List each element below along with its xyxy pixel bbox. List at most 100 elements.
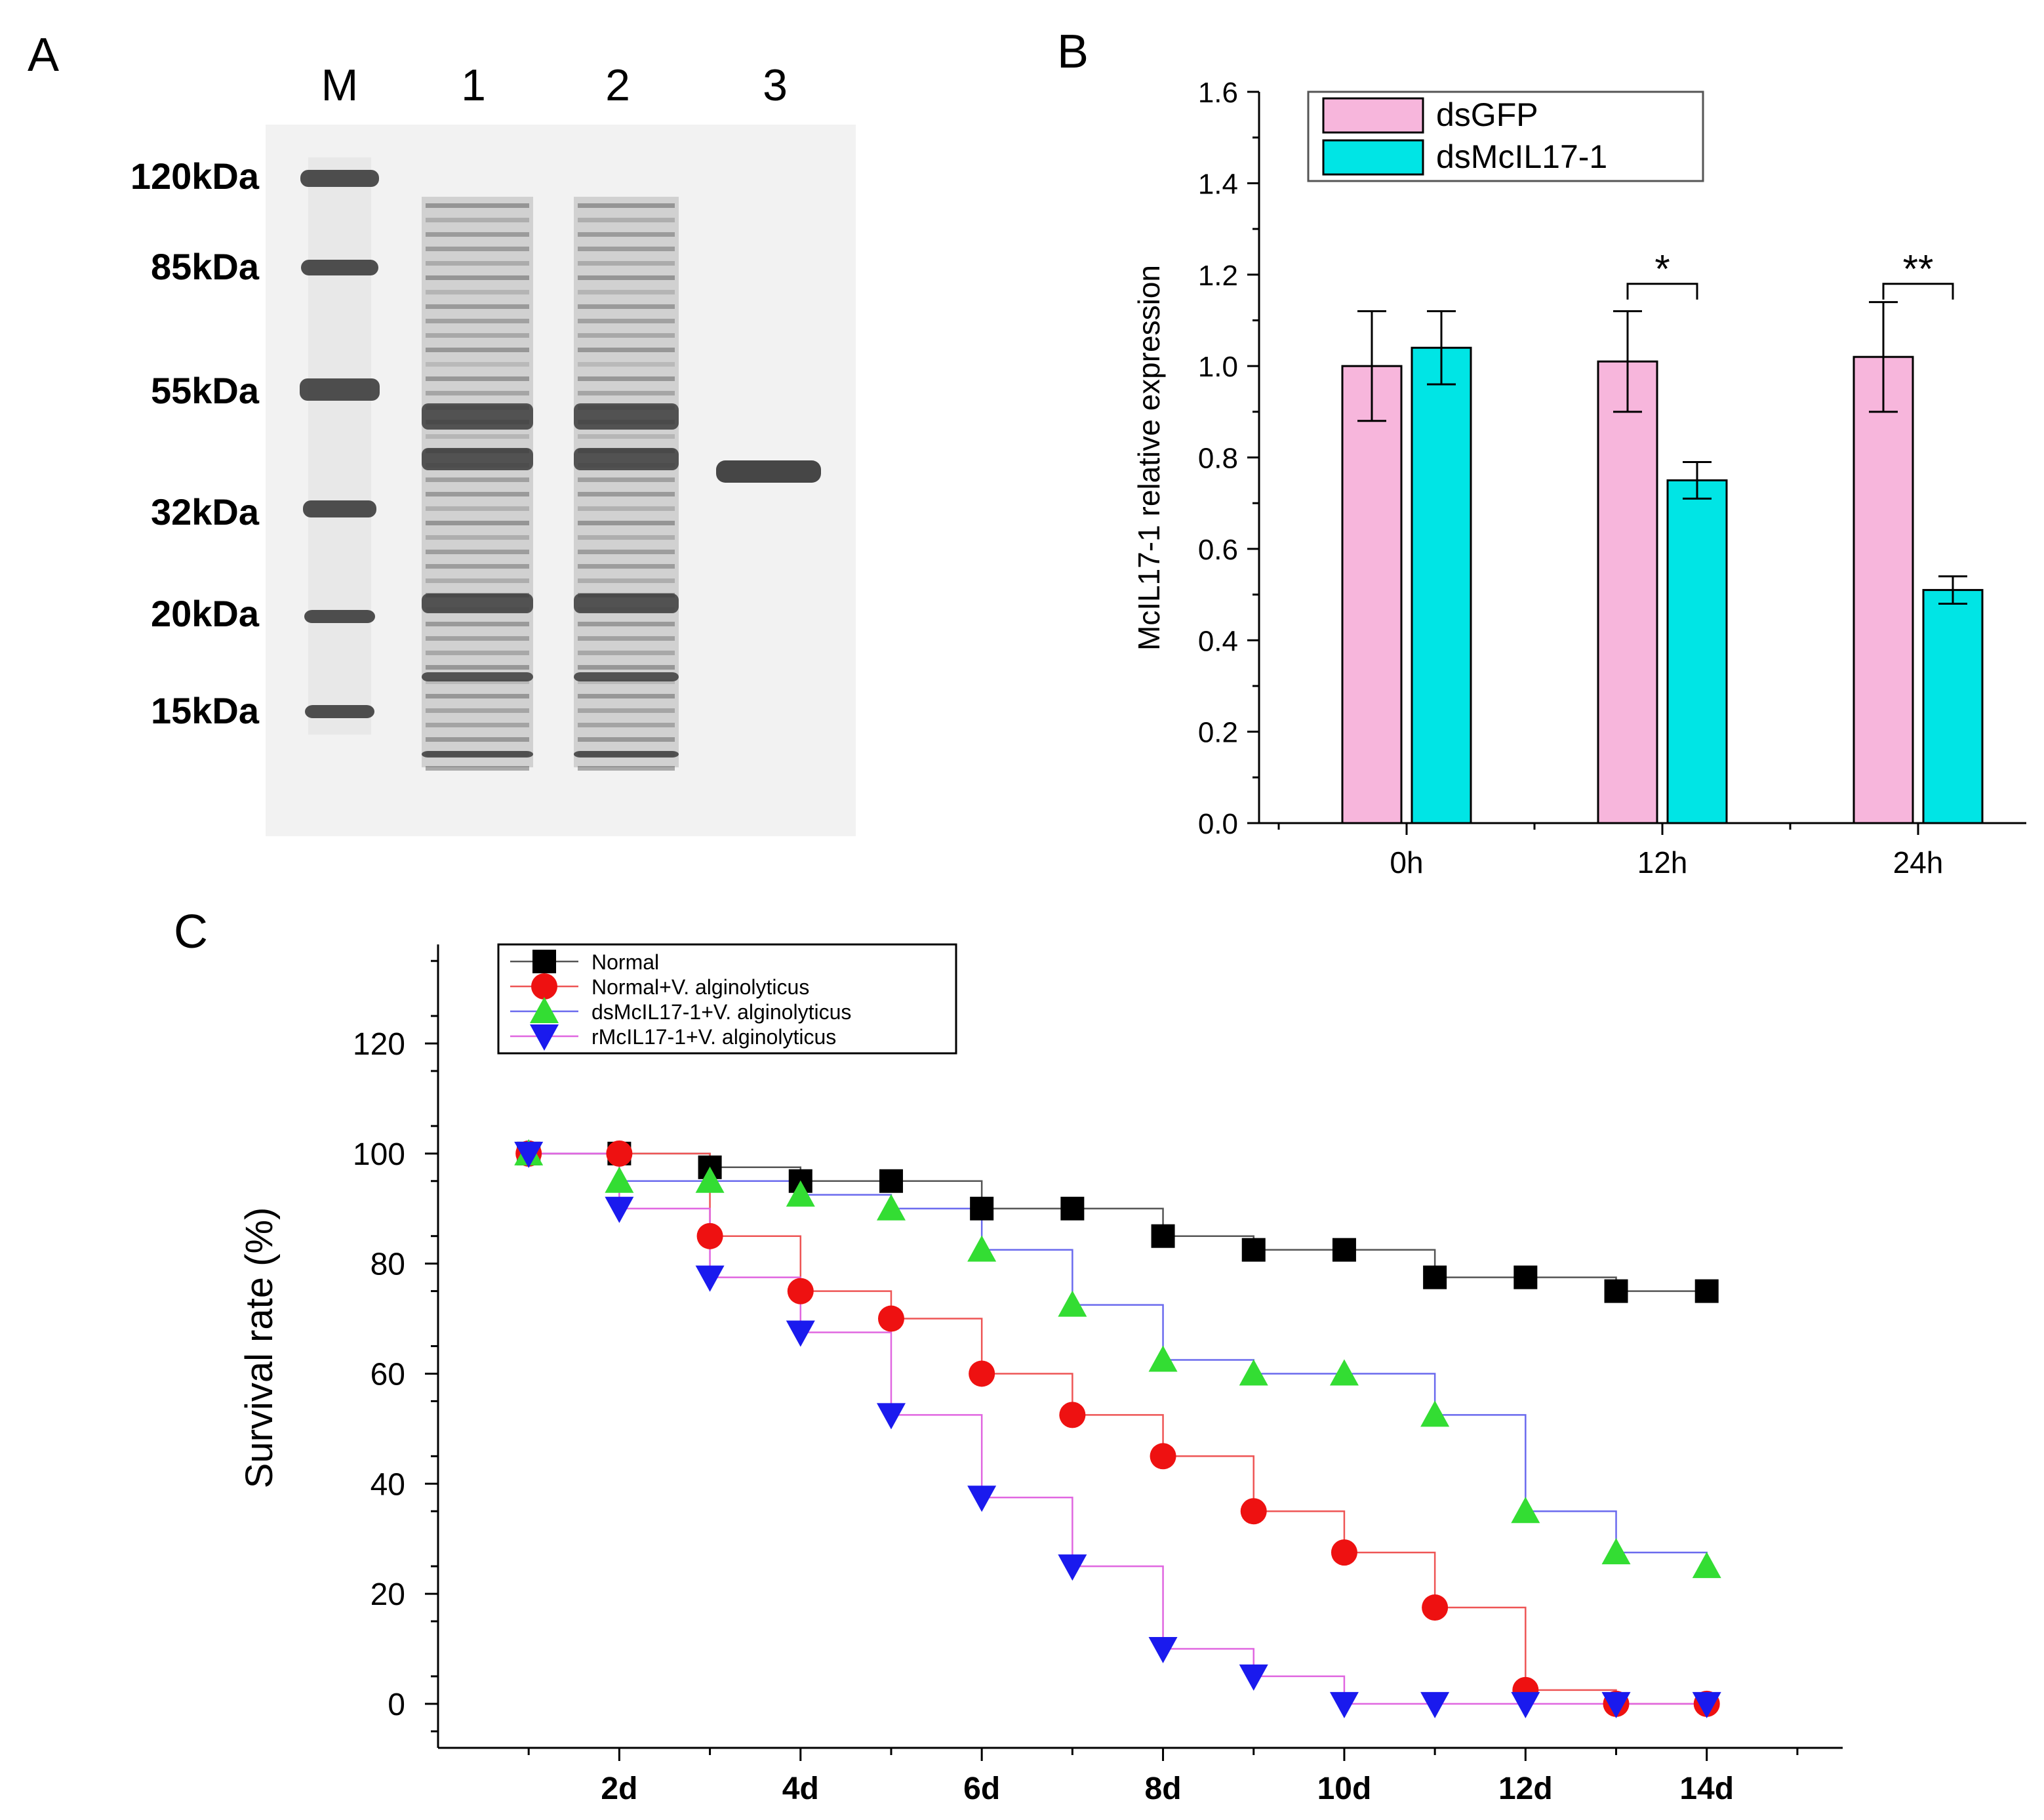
panel-c-x-tick-label: 8d [1145,1771,1182,1806]
panel-b-y-tick-label: 1.0 [1198,351,1238,383]
lane-major-band [574,672,679,681]
legend-swatch [1322,139,1424,176]
lane-protein-band [426,564,529,569]
lane-protein-band [578,348,675,352]
significance-bracket [1626,283,1698,300]
data-point-circle [1240,1498,1267,1525]
lane-protein-band [426,275,529,280]
lane-protein-band [578,708,675,713]
panel-b-y-axis-label: McIL17-1 relative expression [1132,265,1166,651]
lane-protein-band [578,723,675,727]
data-point-triangle-down [695,1265,725,1292]
marker-band [301,260,378,275]
survival-step-line [529,1152,1707,1705]
lane-protein-band [578,521,675,525]
data-point-triangle-down [967,1486,997,1512]
panel-c-legend-box [497,943,957,1055]
lane-major-band [574,751,679,758]
data-point-triangle-up [1058,1290,1087,1317]
lane-protein-band [578,434,675,439]
lane-protein-band [578,247,675,251]
panel-b-y-tick-label: 1.2 [1198,260,1238,292]
panel-c-y-tick-label: 40 [371,1467,405,1502]
panel-c-x-tick-label: 2d [601,1771,637,1806]
lane-protein-band [426,290,529,294]
lane-protein-band [578,492,675,496]
lane-protein-band [578,665,675,670]
panel-a-label: A [28,29,59,81]
lane-protein-band [578,261,675,266]
lane-protein-band [426,434,529,439]
panel-b-x-tick-label: 12h [1637,845,1688,880]
bar-dsMcIL17-1 [1666,479,1728,824]
lane-label: M [321,60,359,110]
lane-label: 2 [605,60,630,110]
bar-dsGFP [1341,365,1403,824]
lane-major-band [422,403,533,430]
data-point-triangle-up [1420,1400,1450,1427]
marker-weight-label: 120kDa [130,155,260,197]
data-point-triangle-down [876,1403,906,1430]
lane-protein-band [578,506,675,511]
marker-band [300,378,380,401]
panel-c-x-tick-label: 14d [1679,1771,1734,1806]
lane-protein-band [426,622,529,626]
significance-marker: ** [1903,247,1934,291]
panel-b-y-tick-label: 1.6 [1198,77,1238,109]
data-point-circle [787,1278,814,1304]
significance-bracket [1882,283,1954,300]
lane-protein-band [578,275,675,280]
survival-step-line [529,1152,1707,1705]
lane-protein-band [426,723,529,727]
legend-marker [530,997,559,1023]
lane-protein-band [578,651,675,655]
legend-label: Normal+V. alginolyticus [591,975,809,999]
lane-major-band [422,448,533,470]
panel-c-y-tick-label: 80 [371,1247,405,1282]
lane-protein-band [426,261,529,266]
bar-dsMcIL17-1 [1411,346,1472,824]
data-point-circle [1422,1594,1449,1621]
panel-c-y-tick-label: 120 [353,1027,405,1062]
lane-protein-band [426,766,529,771]
data-point-triangle-up [1329,1359,1359,1386]
lane-protein-band [426,247,529,251]
data-point-circle [696,1223,723,1249]
lane-label: 1 [461,60,486,110]
data-point-triangle-up [786,1180,815,1207]
marker-band [300,170,379,187]
lane-protein-band [426,232,529,237]
lane-protein-band [426,391,529,395]
lane-protein-band [578,622,675,626]
lane-protein-band [426,651,529,655]
lane-protein-band [426,304,529,309]
panel-c-x-tick-label: 6d [963,1771,1000,1806]
panel-c-label: C [174,906,208,958]
panel-c-x-tick-label: 12d [1498,1771,1553,1806]
legend-label: rMcIL17-1+V. alginolyticus [591,1025,836,1049]
legend-label: Normal [591,950,659,974]
lane-protein-band [578,391,675,395]
data-point-triangle-up [967,1235,997,1262]
panel-b-y-tick-label: 0.0 [1198,808,1238,840]
data-point-triangle-down [1148,1636,1178,1663]
data-point-circle [969,1360,995,1387]
data-point-square [1332,1238,1356,1262]
lane-protein-band [578,564,675,569]
lane-protein-band [578,203,675,208]
data-point-triangle-up [1601,1538,1631,1565]
data-point-triangle-down [514,1141,544,1168]
panel-b-x-tick-label: 0h [1390,845,1423,880]
legend-marker [530,1024,559,1051]
data-point-circle [1059,1402,1086,1428]
lane-major-band [422,751,533,758]
lane-protein-band [578,304,675,309]
legend-label: dsMcIL17-1 [1436,138,1607,175]
data-point-circle [1331,1539,1357,1566]
lane-major-band [422,594,533,613]
lane-protein-band [426,578,529,583]
panel-c-y-axis-label: Survival rate (%) [238,1207,281,1489]
lane-protein-band [426,636,529,641]
lane-major-band [422,672,533,681]
